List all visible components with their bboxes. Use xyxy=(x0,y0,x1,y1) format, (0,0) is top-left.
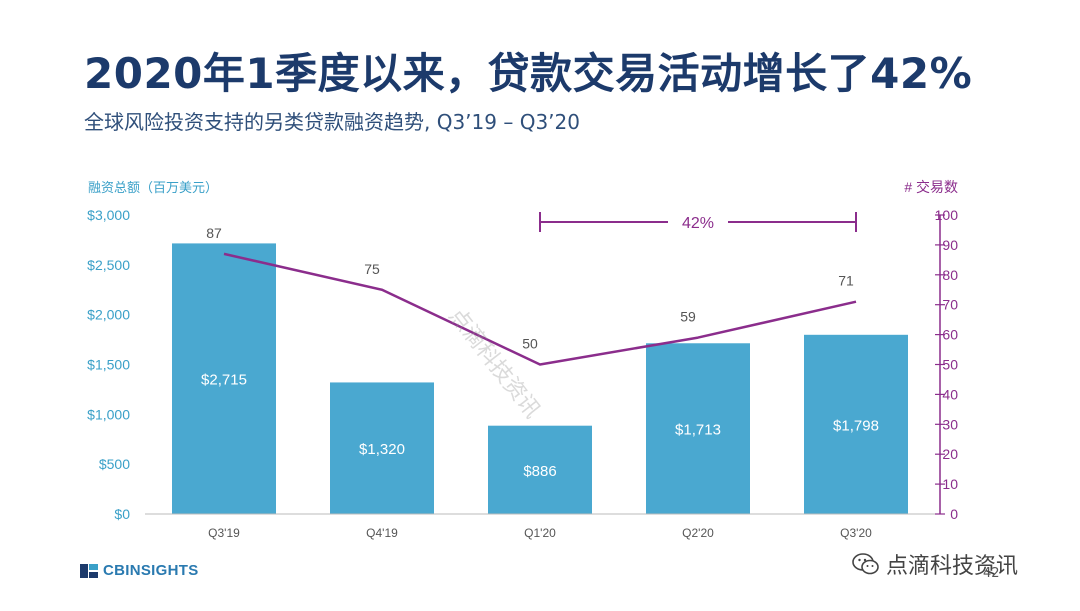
bar-value-label: $1,798 xyxy=(833,417,879,434)
category-label: Q3'20 xyxy=(840,526,872,540)
bar xyxy=(646,343,750,514)
left-tick-label: $500 xyxy=(99,456,130,472)
left-axis-label: 融资总额（百万美元） xyxy=(88,180,218,195)
right-tick-label: 90 xyxy=(942,237,958,253)
bar xyxy=(488,425,592,514)
right-tick-label: 80 xyxy=(942,267,958,283)
wechat-icon xyxy=(852,553,879,575)
wechat-label: 点滴科技资讯 xyxy=(886,554,1019,579)
bar xyxy=(804,334,908,514)
left-tick-label: $3,000 xyxy=(87,207,130,223)
wechat-watermark: 点滴科技资讯 xyxy=(852,548,1018,580)
right-tick-label: 10 xyxy=(942,476,958,492)
logo-mark-icon xyxy=(80,563,98,578)
bar-value-label: $886 xyxy=(523,463,556,480)
bar-value-label: $1,713 xyxy=(675,422,721,439)
category-label: Q2'20 xyxy=(682,526,714,540)
right-tick-label: 0 xyxy=(950,506,958,522)
left-tick-label: $0 xyxy=(114,506,130,522)
logo-text: CBINSIGHTS xyxy=(103,562,199,579)
deal-count-label: 71 xyxy=(838,273,854,289)
cbinsights-logo: CBINSIGHTS xyxy=(80,562,199,579)
right-tick-label: 30 xyxy=(942,416,958,432)
right-tick-label: 20 xyxy=(942,446,958,462)
deal-count-label: 87 xyxy=(206,225,222,241)
bar xyxy=(330,382,434,514)
right-tick-label: 100 xyxy=(935,207,959,223)
category-label: Q3'19 xyxy=(208,526,240,540)
right-tick-label: 60 xyxy=(942,327,958,343)
right-tick-label: 50 xyxy=(942,357,958,373)
left-tick-label: $1,000 xyxy=(87,406,130,422)
page-subtitle: 全球风险投资支持的另类贷款融资趋势, Q3’19 – Q3’20 xyxy=(84,110,580,134)
page-number: 42 xyxy=(983,566,1000,581)
deal-count-label: 50 xyxy=(522,336,538,352)
deal-count-label: 75 xyxy=(364,261,380,277)
page-title: 2020年1季度以来，贷款交易活动增长了42% xyxy=(84,49,973,98)
bar-value-label: $1,320 xyxy=(359,441,405,458)
left-tick-label: $2,500 xyxy=(87,257,130,273)
left-tick-label: $2,000 xyxy=(87,307,130,323)
bar xyxy=(172,243,276,514)
left-tick-label: $1,500 xyxy=(87,357,130,373)
deal-count-label: 59 xyxy=(680,309,696,325)
category-label: Q1'20 xyxy=(524,526,556,540)
right-axis-label: # 交易数 xyxy=(904,179,958,195)
category-label: Q4'19 xyxy=(366,526,398,540)
right-tick-label: 70 xyxy=(942,297,958,313)
bar-value-label: $2,715 xyxy=(201,372,247,389)
right-tick-label: 40 xyxy=(942,386,958,402)
deals-line xyxy=(223,252,857,366)
annotation-label: 42% xyxy=(682,215,714,232)
